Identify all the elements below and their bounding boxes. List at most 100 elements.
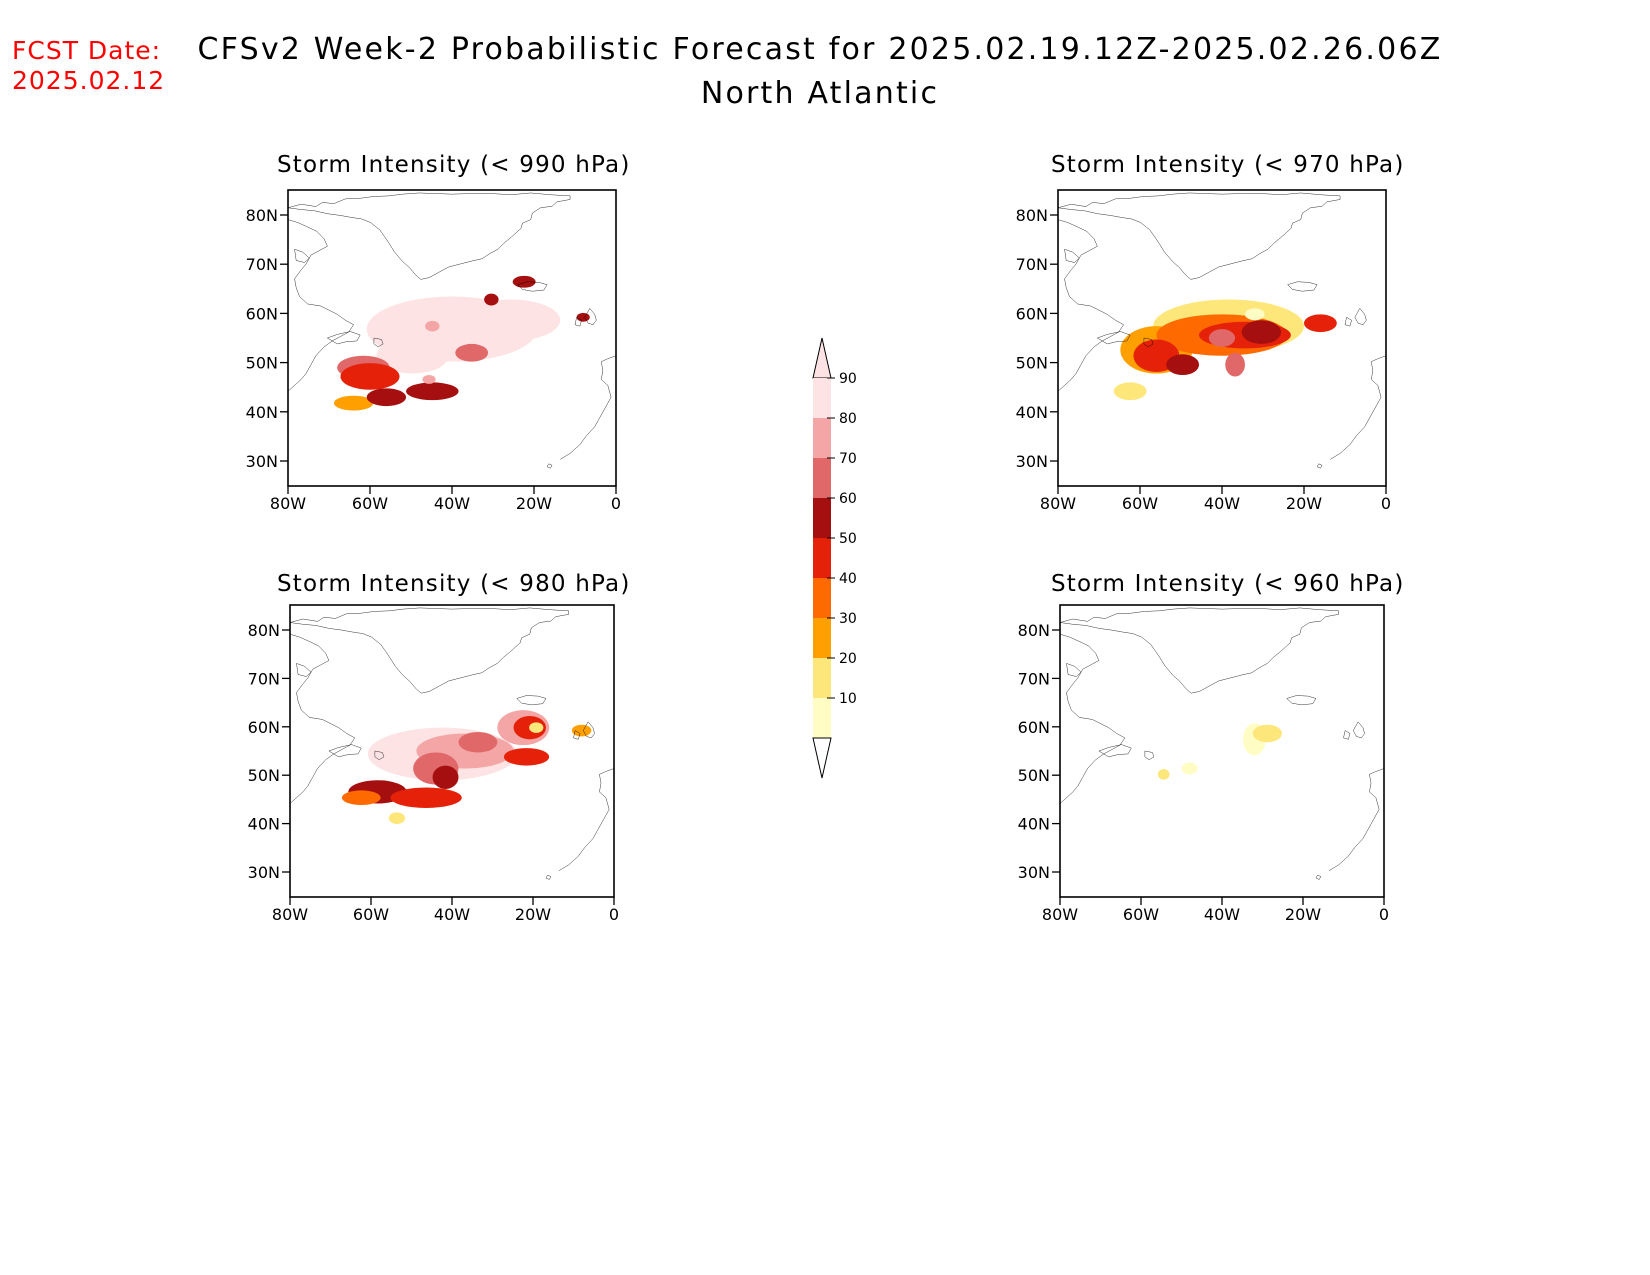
colorbar-segment (813, 538, 831, 578)
lon-label: 20W (515, 905, 551, 924)
lat-label: 80N (248, 621, 280, 640)
map-panel-970 (1057, 192, 1387, 469)
lat-label: 40N (248, 815, 280, 834)
probability-contour-1-8 (1304, 314, 1337, 333)
lon-label: 80W (272, 905, 308, 924)
panel-title-960: Storm Intensity (< 960 hPa) (1051, 571, 1405, 597)
lon-label: 80W (1040, 494, 1076, 513)
probability-contour-2-9 (341, 790, 381, 806)
colorbar-segment (813, 458, 831, 498)
colorbar-label: 80 (839, 411, 857, 427)
probability-contour-2-5 (529, 722, 544, 733)
probability-contour-0-11 (512, 275, 536, 288)
probability-contour-2-12 (571, 724, 592, 737)
probability-contour-0-9 (425, 320, 440, 332)
lat-label: 30N (248, 863, 280, 882)
lon-label: 40W (434, 905, 470, 924)
panel-title-970: Storm Intensity (< 970 hPa) (1051, 152, 1405, 178)
lat-label: 60N (1018, 718, 1050, 737)
colorbar-label: 20 (839, 651, 857, 667)
colorbar-label: 50 (839, 531, 857, 547)
lon-label: 0 (1379, 905, 1389, 924)
lon-label: 60W (1123, 905, 1159, 924)
lon-label: 0 (611, 494, 621, 513)
colorbar-segment (813, 378, 831, 418)
probability-contour-0-4 (340, 363, 400, 390)
colorbar: 90 80 70 60 50 40 30 20 10 (812, 337, 857, 779)
probability-contour-1-10 (1244, 308, 1265, 321)
probability-contour-3-3 (1157, 769, 1170, 780)
lat-label: 80N (1016, 206, 1048, 225)
forecast-date-block: FCST Date: 2025.02.12 (12, 36, 165, 96)
map-panel-990 (287, 192, 617, 469)
colorbar-segment (813, 498, 831, 538)
probability-contour-0-2 (461, 299, 561, 341)
lon-label: 40W (1204, 494, 1240, 513)
lat-label: 40N (246, 403, 278, 422)
map-panel-960 (1059, 607, 1385, 880)
lon-label: 0 (609, 905, 619, 924)
lat-label: 50N (246, 354, 278, 373)
coastline (1059, 607, 1385, 880)
lat-label: 30N (246, 452, 278, 471)
lon-label: 80W (1042, 905, 1078, 924)
probability-contour-3-2 (1181, 762, 1198, 775)
probability-contour-1-6 (1208, 329, 1236, 347)
probability-contour-0-7 (406, 382, 459, 401)
lat-label: 50N (1016, 354, 1048, 373)
lat-label: 70N (1018, 669, 1050, 688)
probability-contour-1-7 (1241, 320, 1282, 344)
lat-label: 60N (248, 718, 280, 737)
forecast-date-value: 2025.02.12 (12, 66, 166, 95)
colorbar-segment (813, 578, 831, 618)
colorbar-segment (813, 658, 831, 698)
colorbar-bottom-cap (812, 737, 832, 779)
colorbar-label: 40 (839, 571, 857, 587)
probability-contour-2-8 (390, 787, 462, 808)
lon-label: 40W (434, 494, 470, 513)
probability-contour-1-5 (1166, 354, 1200, 376)
probability-contour-0-10 (484, 293, 499, 306)
lat-label: 70N (248, 669, 280, 688)
lon-label: 0 (1381, 494, 1391, 513)
lon-label: 20W (1286, 494, 1322, 513)
lat-label: 60N (1016, 304, 1048, 323)
colorbar-top-cap (812, 337, 832, 379)
panel-title-980: Storm Intensity (< 980 hPa) (277, 571, 631, 597)
lat-label: 40N (1016, 403, 1048, 422)
lon-label: 60W (352, 494, 388, 513)
map-panel-980 (289, 607, 615, 880)
colorbar-segment (813, 618, 831, 658)
colorbar-segment (813, 698, 831, 738)
probability-contour-2-6 (432, 765, 459, 789)
colorbar-label: 10 (839, 691, 857, 707)
lat-label: 30N (1016, 452, 1048, 471)
lat-label: 50N (248, 766, 280, 785)
probability-contour-1-11 (1113, 382, 1147, 401)
probability-contour-0-13 (422, 375, 436, 384)
probability-contour-2-10 (503, 748, 550, 766)
panel-title-990: Storm Intensity (< 990 hPa) (277, 152, 631, 178)
lat-label: 50N (1018, 766, 1050, 785)
colorbar-label: 60 (839, 491, 857, 507)
lat-label: 60N (246, 304, 278, 323)
probability-contour-2-11 (388, 812, 406, 824)
lon-label: 80W (270, 494, 306, 513)
lon-label: 60W (353, 905, 389, 924)
probability-contour-1-9 (1225, 352, 1245, 377)
figure-title: CFSv2 Week-2 Probabilistic Forecast for … (197, 32, 1443, 67)
lon-label: 60W (1122, 494, 1158, 513)
forecast-date-label: FCST Date: (12, 36, 162, 65)
probability-contour-2-13 (458, 732, 498, 753)
colorbar-label: 30 (839, 611, 857, 627)
probability-contour-0-5 (333, 395, 374, 411)
lon-label: 20W (1285, 905, 1321, 924)
lat-label: 40N (1018, 815, 1050, 834)
lat-label: 70N (1016, 255, 1048, 274)
probability-contour-0-8 (455, 343, 489, 362)
probability-contour-0-12 (576, 312, 590, 322)
probability-contour-0-1 (376, 338, 449, 374)
lat-label: 80N (1018, 621, 1050, 640)
colorbar-label: 90 (839, 371, 857, 387)
